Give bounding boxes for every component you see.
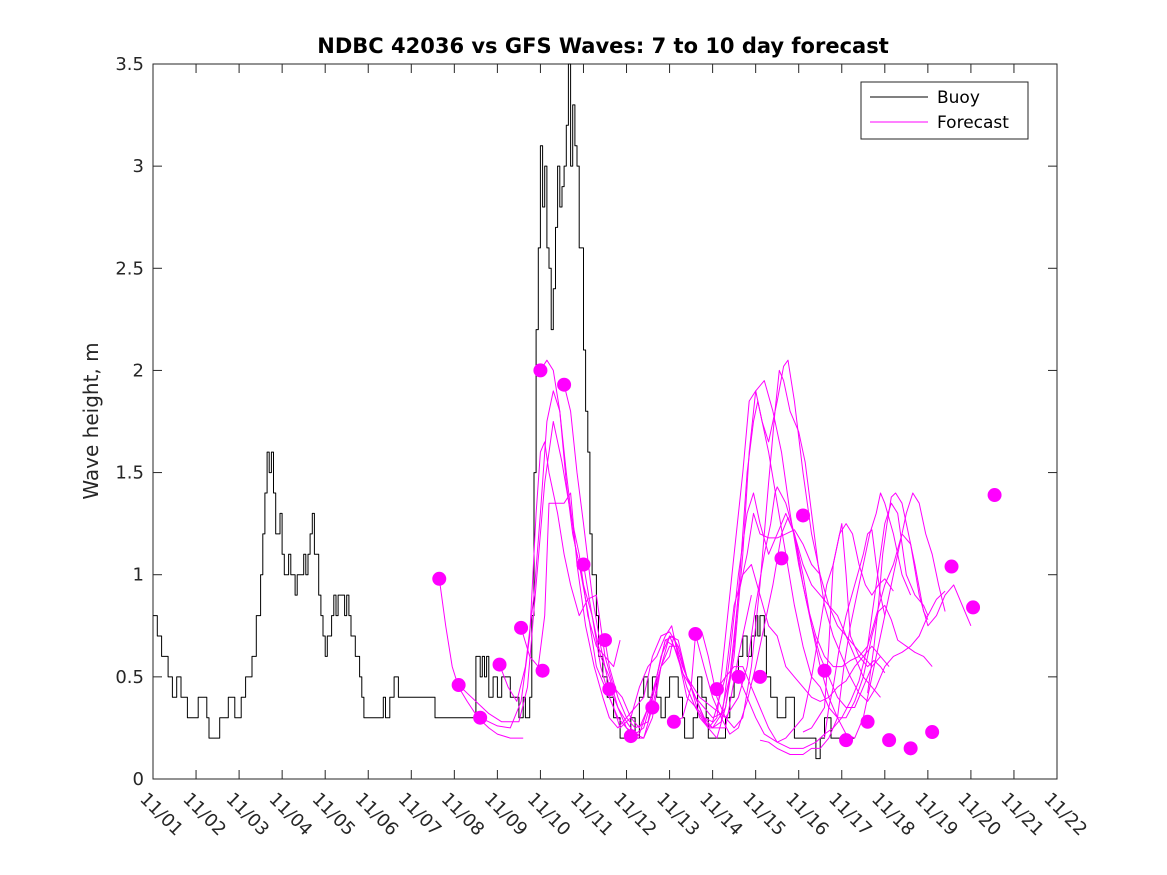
x-tick-labels: 11/0111/0211/0311/0411/0511/0611/0711/08… [135,789,1091,841]
y-tick-label: 0 [133,769,144,790]
plot-area [152,63,1058,780]
forecast-series-line-15 [759,492,912,755]
forecast-series-line-14 [737,502,946,749]
forecast-marker [709,682,724,697]
forecast-marker [645,700,660,715]
x-tick-label: 11/19 [910,789,962,841]
forecast-marker [903,741,918,756]
y-tick-labels: 0 0.5 1 1.5 2 2.5 3 3.5 [115,54,144,790]
forecast-marker [882,733,897,748]
forecast-series-line-1 [438,578,524,739]
forecast-marker [817,663,832,678]
forecast-marker [432,571,447,586]
x-tick-label: 11/16 [781,789,833,841]
forecast-series-line-11 [673,369,929,729]
x-tick-label: 11/01 [135,789,187,841]
y-axis-label: Wave height, m [79,342,103,499]
forecast-marker [557,377,572,392]
x-tick-label: 11/06 [351,789,403,841]
forecast-marker [602,682,617,697]
forecast-marker [533,363,548,378]
y-tick-label: 1.5 [115,463,144,484]
x-tick-label: 11/22 [1039,789,1091,841]
forecast-marker [944,559,959,574]
forecast-marker [796,508,811,523]
forecast-marker [860,714,875,729]
x-tick-label: 11/21 [996,789,1048,841]
legend: Buoy Forecast [860,81,1029,140]
forecast-series-line-18 [867,492,929,694]
buoy-series-line [153,63,855,760]
x-tick-label: 11/02 [179,789,231,841]
y-tick-label: 0.5 [115,667,144,688]
forecast-marker [514,620,529,635]
forecast-marker [839,733,854,748]
x-tick-label: 11/13 [652,789,704,841]
forecast-marker [576,557,591,572]
forecast-marker [752,669,767,684]
x-tick-label: 11/04 [265,789,317,841]
chart-title: NDBC 42036 vs GFS Waves: 7 to 10 day for… [317,34,888,58]
forecast-marker [451,678,466,693]
forecast-marker [774,551,789,566]
y-tick-label: 1 [133,565,144,586]
legend-forecast-label: Forecast [937,113,1009,133]
x-tick-label: 11/17 [824,789,876,841]
forecast-series-line-12 [694,492,946,739]
x-tick-label: 11/05 [308,789,360,841]
x-tick-label: 11/20 [953,789,1005,841]
x-tick-label: 11/09 [480,789,532,841]
x-tick-label: 11/10 [523,789,575,841]
x-tick-label: 11/03 [222,789,274,841]
forecast-marker [688,626,703,641]
forecast-markers [432,363,1002,756]
x-tick-label: 11/08 [437,789,489,841]
legend-buoy-label: Buoy [937,88,980,108]
x-tick-label: 11/18 [867,789,919,841]
forecast-marker [731,669,746,684]
y-tick-label: 2.5 [115,258,144,279]
forecast-series-line-10 [630,359,873,739]
forecast-marker [473,710,488,725]
y-tick-label: 3.5 [115,54,144,75]
legend-box [860,81,1029,140]
x-tick-label: 11/14 [695,789,747,841]
forecast-marker [535,663,550,678]
forecast-marker [987,488,1002,503]
forecast-marker [598,633,612,648]
y-tick-label: 3 [133,156,144,177]
forecast-marker [492,657,507,672]
x-tick-label: 11/11 [566,789,618,841]
forecast-series-line-17 [824,529,886,739]
x-tick-label: 11/12 [609,789,661,841]
forecast-marker [966,600,981,615]
forecast-marker [925,725,940,740]
y-tick-label: 2 [133,360,144,381]
forecast-series-line-6 [539,359,890,739]
axis-ticks [152,63,1058,780]
forecast-marker [623,729,638,744]
forecast-marker [666,714,681,729]
forecast-series-line-3 [479,441,752,729]
forecast-series-line-5 [520,492,821,729]
x-tick-label: 11/15 [738,789,790,841]
x-tick-label: 11/07 [394,789,446,841]
forecast-series-line-13 [716,523,894,743]
